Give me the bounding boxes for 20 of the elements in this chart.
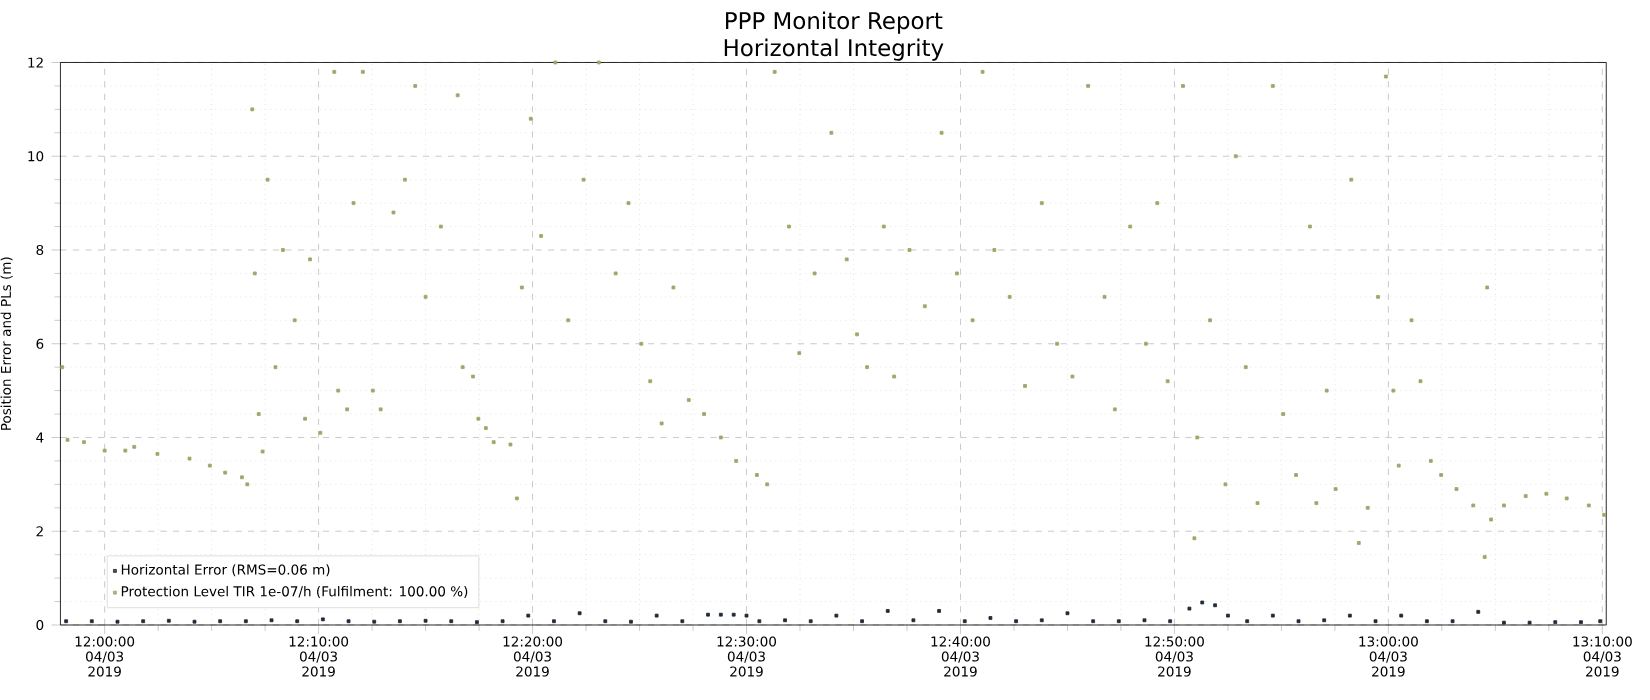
chart-subtitle: Horizontal Integrity bbox=[724, 38, 944, 61]
y-tick-label: 12 bbox=[28, 57, 43, 68]
x-tick-label: 12:00:00 04/03 2019 bbox=[75, 636, 135, 677]
x-tick-label: 12:40:00 04/03 2019 bbox=[931, 636, 990, 677]
y-tick-label: 6 bbox=[36, 338, 44, 349]
legend-label: Protection Level TIR 1e-07/h (Fulfilment: 100.00 %) bbox=[121, 585, 468, 599]
y-tick-label: 10 bbox=[28, 151, 44, 162]
x-tick-label: 13:10:00 04/03 2019 bbox=[1573, 636, 1632, 677]
y-tick-label: 2 bbox=[36, 526, 43, 537]
y-tick-label: 0 bbox=[36, 619, 44, 631]
legend-label: Horizontal Error (RMS=0.06 m) bbox=[121, 564, 330, 577]
x-tick-label: 12:10:00 04/03 2019 bbox=[289, 636, 349, 677]
x-tick-label: 12:20:00 04/03 2019 bbox=[503, 636, 563, 677]
y-tick-label: 4 bbox=[36, 432, 44, 443]
y-axis-title: Position Error and PLs (m) bbox=[0, 257, 13, 430]
x-tick-label: 12:50:00 04/03 2019 bbox=[1145, 636, 1204, 677]
x-tick-label: 12:30:00 04/03 2019 bbox=[717, 636, 777, 677]
chart-title: PPP Monitor Report bbox=[726, 11, 943, 34]
x-tick-label: 13:00:00 04/03 2019 bbox=[1359, 636, 1418, 677]
y-tick-label: 8 bbox=[36, 244, 44, 256]
